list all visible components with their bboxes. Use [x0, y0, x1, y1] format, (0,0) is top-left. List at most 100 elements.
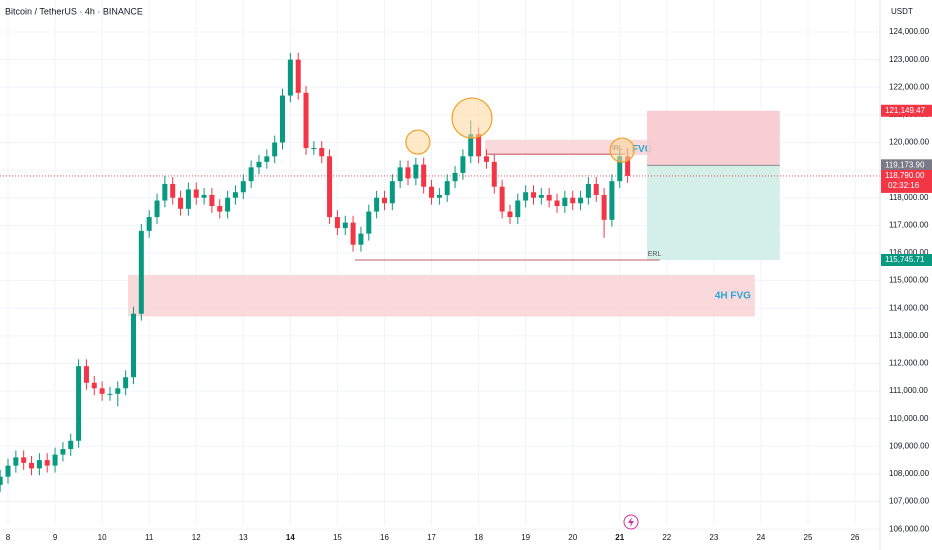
stop-price-label-bg [881, 104, 932, 117]
stop-zone [647, 110, 780, 166]
candle-body [499, 186, 505, 212]
y-tick-label: 118,000.00 [889, 193, 929, 202]
candle-body [303, 92, 309, 149]
x-tick-label: 13 [239, 533, 248, 542]
candle-body [21, 457, 27, 463]
candle-body [52, 454, 58, 466]
candle-body [476, 134, 482, 157]
candle-body [374, 197, 380, 212]
candle-body [327, 156, 333, 218]
candle-body [115, 388, 121, 394]
x-tick-label: 18 [474, 533, 483, 542]
candle-body [319, 148, 325, 157]
fvg-zone [128, 275, 755, 317]
candle-body [515, 200, 521, 218]
candle-body [452, 172, 458, 182]
line-label: ERL [648, 251, 662, 258]
candle-body [562, 197, 568, 207]
candle-body [421, 164, 427, 187]
candle-body [585, 183, 591, 198]
stop-price-label: 121,149.47 [885, 106, 926, 115]
x-tick-label: 20 [568, 533, 577, 542]
target-zone [647, 165, 780, 260]
zone-label: 4H FVG [715, 290, 751, 301]
candle-body [91, 382, 97, 389]
candle-body [154, 200, 160, 218]
y-tick-label: 108,000.00 [889, 469, 930, 478]
candle-body [225, 197, 231, 212]
candle-body [185, 189, 191, 209]
candle-body [366, 211, 372, 234]
x-tick-label: 26 [851, 533, 860, 542]
candle-body [146, 217, 152, 231]
candle-body [625, 156, 631, 176]
x-tick-label: 17 [427, 533, 436, 542]
axes: 106,000.00 107,000.00 108,000.00 109,000.00… [6, 27, 932, 542]
y-tick-label: 114,000.00 [889, 303, 929, 312]
y-tick-label: 111,000.00 [889, 386, 928, 395]
candle-body [138, 230, 144, 314]
candle-body [436, 194, 442, 198]
candle-body [272, 142, 278, 157]
candle-body [178, 197, 184, 209]
candle-body [523, 192, 529, 201]
candle-body [381, 197, 387, 204]
y-tick-label: 113,000.00 [889, 331, 929, 340]
candle-body [209, 194, 215, 207]
candle-body [123, 377, 129, 389]
candle-body [429, 186, 435, 198]
target-price-label-bg [881, 253, 932, 266]
candle-body [36, 460, 42, 469]
highlight-circle [609, 137, 635, 163]
candle-body [68, 440, 74, 450]
candle-body [444, 181, 450, 195]
candle-body [256, 161, 262, 168]
fvg-zone [485, 139, 650, 155]
candle-body [460, 156, 466, 173]
x-tick-label: 21 [615, 533, 624, 542]
candle-body [389, 181, 395, 204]
y-tick-label: 112,000.00 [889, 359, 929, 368]
x-tick-label: 22 [662, 533, 671, 542]
candle-body [546, 194, 552, 201]
candle-body [609, 181, 615, 220]
candle-body [554, 200, 560, 207]
candle-body [240, 181, 246, 193]
y-tick-label: 107,000.00 [889, 497, 930, 506]
candle-body [483, 156, 489, 162]
x-tick-label: 10 [98, 533, 107, 542]
candle-body [248, 167, 254, 182]
currency: USDT [891, 7, 913, 16]
y-tick-label: 116,000.00 [889, 248, 929, 257]
x-tick-label: 9 [53, 533, 58, 542]
x-tick-label: 14 [286, 533, 295, 542]
zone-label: FVG [632, 144, 653, 155]
y-tick-label: 106,000.00 [889, 524, 930, 533]
highlight-circle [405, 129, 431, 155]
candle-body [468, 134, 474, 157]
candle-body [538, 194, 544, 198]
y-tick-label: 115,000.00 [889, 276, 929, 285]
y-tick-label: 123,000.00 [889, 55, 930, 64]
candle-body [99, 388, 105, 394]
candle-body [83, 366, 89, 383]
candle-body [0, 476, 3, 485]
x-tick-label: 19 [521, 533, 530, 542]
candle-body [397, 167, 403, 182]
candle-body [358, 233, 364, 245]
candle-body [264, 156, 270, 162]
y-tick-label: 117,000.00 [889, 220, 929, 229]
target-price-label: 115,745.71 [885, 255, 925, 264]
candle-body [131, 313, 137, 378]
candle-body [279, 95, 285, 143]
candle-body [232, 192, 238, 198]
candle-body [413, 164, 419, 179]
candle-body [570, 197, 576, 204]
candle-body [578, 197, 584, 204]
x-tick-label: 15 [333, 533, 342, 542]
candle-body [29, 462, 35, 469]
x-tick-label: 8 [6, 533, 11, 542]
y-tick-label: 109,000.00 [889, 441, 930, 450]
entry-price-label-bg [881, 159, 932, 172]
